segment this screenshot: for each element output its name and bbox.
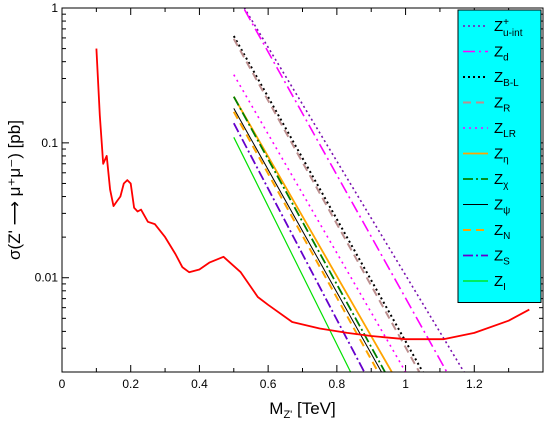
legend-label: ZI <box>494 273 506 293</box>
plot-frame <box>61 7 544 373</box>
series-line-i <box>233 137 352 372</box>
x-axis-label-unit: [TeV] <box>292 399 335 418</box>
x-axis-label-main: M <box>269 399 283 418</box>
legend-label-main: Z <box>494 273 503 290</box>
series-line-d <box>242 8 448 372</box>
series-line-- <box>233 96 386 372</box>
x-tick-label: 0.6 <box>260 377 277 391</box>
x-tick-label: 0.8 <box>329 377 346 391</box>
series-line-- <box>233 96 393 372</box>
limit-curve <box>95 48 530 341</box>
series-line-n <box>232 111 379 372</box>
legend-label: ZS <box>494 248 510 268</box>
legend-label-sub: S <box>503 257 510 268</box>
legend-label-main: Z <box>494 69 503 86</box>
series-line-u-int <box>243 8 465 372</box>
series-line-s <box>233 122 366 372</box>
legend-label-sub: N <box>503 231 510 242</box>
legend-label-main: Z <box>494 248 503 265</box>
legend-label: ZLR <box>494 120 516 140</box>
legend-label-sub: B-L <box>503 78 519 89</box>
legend-label-sub: ψ <box>503 206 510 217</box>
legend-label-main: Z <box>494 197 503 214</box>
legend-label: Z+ u-int <box>494 17 523 39</box>
legend-label: ZN <box>494 222 510 242</box>
x-tick-label: 0 <box>59 377 66 391</box>
y-tick-label: 1 <box>51 1 58 15</box>
legend-label-sub: R <box>503 104 510 115</box>
legend-label: ZB-L <box>494 69 519 89</box>
legend-label-sub: LR <box>503 129 516 140</box>
legend-label-sub: u-int <box>503 28 523 39</box>
legend-label: Zχ <box>494 171 509 191</box>
legend-label: ZR <box>494 95 510 115</box>
legend-label-main: Z <box>494 171 503 188</box>
legend-label-sub: χ <box>503 180 509 191</box>
legend-label-main: Z <box>494 222 503 239</box>
series-line-- <box>233 108 382 372</box>
y-tick-label: 0.1 <box>41 136 58 150</box>
x-tick-label: 0.2 <box>122 377 139 391</box>
legend-label-sub: I <box>503 282 506 293</box>
series-line-b-l <box>232 35 424 372</box>
legend-label-sup: + <box>503 17 509 28</box>
legend-label: Zψ <box>494 197 510 217</box>
legend-label-sub: η <box>503 155 509 166</box>
legend-label-main: Z <box>494 146 503 163</box>
x-axis-label: MZ' [TeV] <box>269 399 335 421</box>
x-tick-label: 0.4 <box>191 377 208 391</box>
legend-label-sub: d <box>503 53 509 64</box>
legend-label-main: Z <box>494 44 503 61</box>
x-tick-label: 1 <box>402 377 409 391</box>
legend-box <box>457 9 542 303</box>
legend-label-main: Z <box>494 18 503 35</box>
x-tick-label: 1.2 <box>466 377 483 391</box>
series-line-r <box>232 38 421 372</box>
legend-label: Zd <box>494 44 509 64</box>
x-axis-label-sub: Z' <box>283 409 292 421</box>
legend-label-main: Z <box>494 120 503 137</box>
legend-label-main: Z <box>494 95 503 112</box>
legend-label: Zη <box>494 146 509 166</box>
y-axis-label: σ(Z' ⟶ μ⁺μ⁻) [pb] <box>5 120 24 260</box>
y-tick-label: 0.01 <box>35 271 59 285</box>
